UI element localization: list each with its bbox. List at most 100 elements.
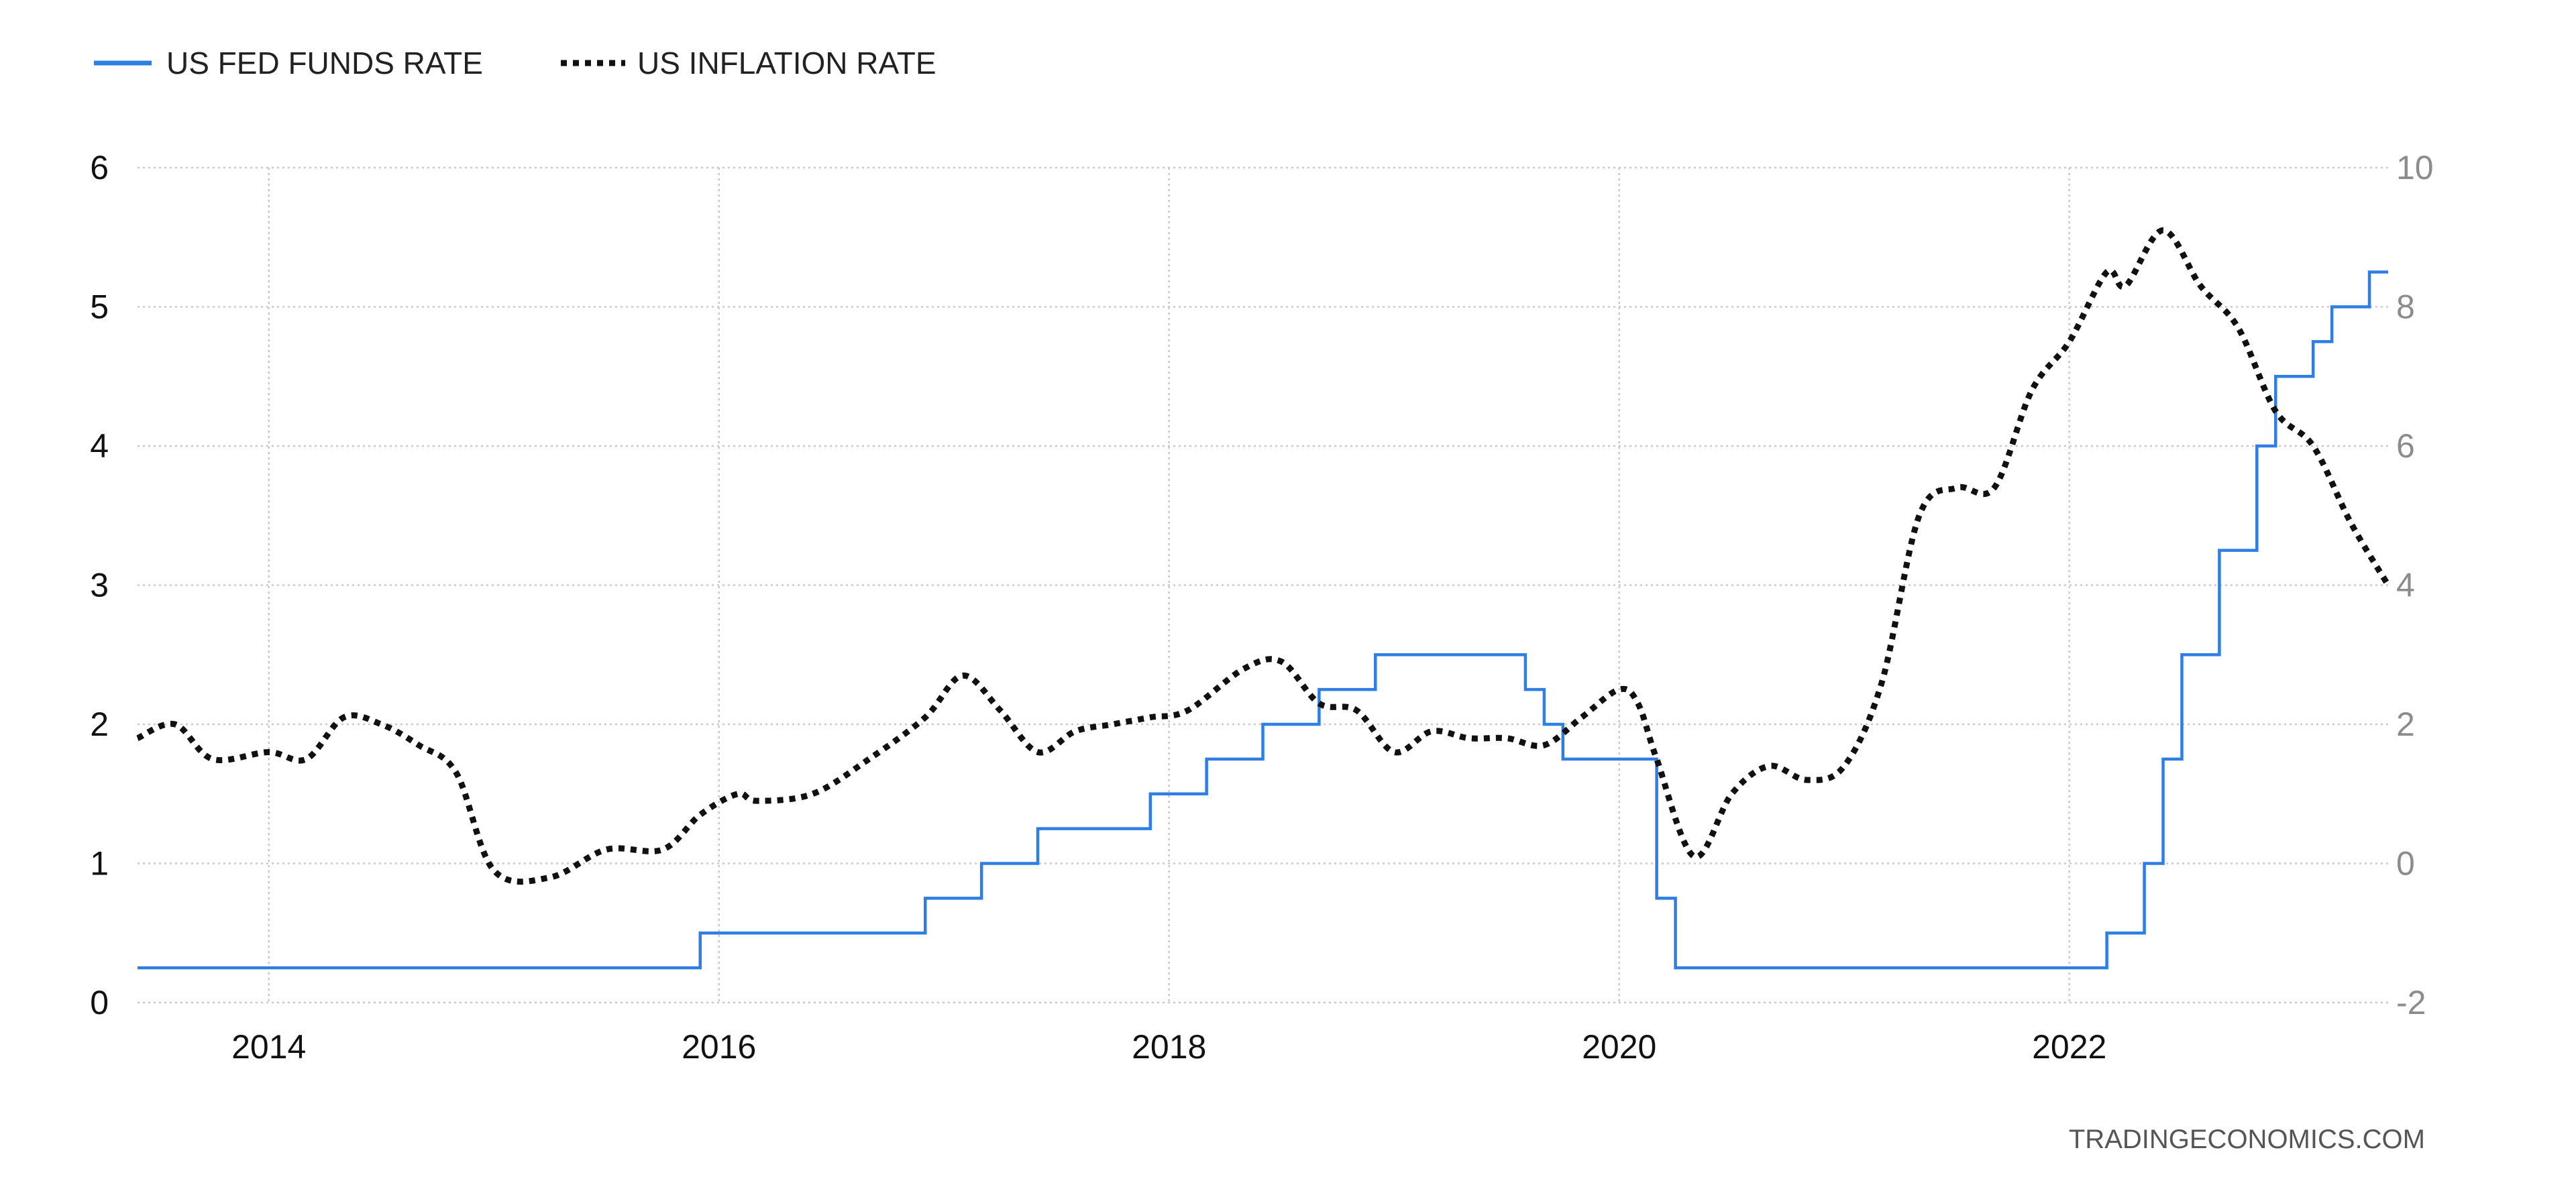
- legend-item-inflation[interactable]: US INFLATION RATE: [561, 46, 936, 80]
- inflation-data-point[interactable]: [809, 790, 817, 798]
- y-axis-left: 0 1 2 3 4 5 6: [90, 149, 109, 1021]
- y-right-tick-label: 0: [2396, 845, 2415, 883]
- fed-funds-data-point[interactable]: [2328, 303, 2336, 311]
- fed-funds-data-point[interactable]: [1034, 825, 1042, 833]
- source-credit[interactable]: TRADINGECONOMICS.COM: [2069, 1125, 2425, 1154]
- inflation-data-point[interactable]: [1727, 790, 1735, 798]
- inflation-data-point[interactable]: [1540, 741, 1548, 749]
- inflation-data-point[interactable]: [734, 790, 742, 798]
- inflation-data-point[interactable]: [340, 714, 348, 722]
- inflation-data-point[interactable]: [1146, 714, 1155, 722]
- inflation-data-point[interactable]: [1071, 727, 1079, 735]
- fed-funds-data-point[interactable]: [1371, 651, 1379, 659]
- inflation-data-point[interactable]: [1109, 720, 1117, 728]
- inflation-data-point[interactable]: [696, 811, 704, 819]
- inflation-data-point[interactable]: [546, 873, 554, 881]
- inflation-data-point[interactable]: [1034, 748, 1042, 756]
- inflation-data-point[interactable]: [171, 720, 179, 728]
- inflation-data-point[interactable]: [1315, 699, 1323, 708]
- inflation-data-point[interactable]: [1184, 706, 1192, 714]
- inflation-data-point[interactable]: [1465, 734, 1473, 742]
- fed-funds-data-point[interactable]: [2215, 547, 2223, 555]
- y-right-tick-label: 4: [2396, 567, 2415, 604]
- legend-item-fed-funds[interactable]: US FED FUNDS RATE: [94, 46, 483, 80]
- inflation-data-point[interactable]: [2234, 324, 2242, 332]
- fed-funds-data-point[interactable]: [1146, 790, 1155, 798]
- inflation-data-point[interactable]: [2028, 386, 2036, 394]
- inflation-data-point[interactable]: [377, 720, 385, 728]
- inflation-data-point[interactable]: [2347, 518, 2355, 526]
- inflation-data-point[interactable]: [209, 755, 217, 763]
- fed-funds-data-point[interactable]: [2178, 651, 2186, 659]
- fed-funds-data-point[interactable]: [2309, 337, 2317, 345]
- inflation-data-point[interactable]: [659, 846, 667, 854]
- inflation-data-point[interactable]: [921, 714, 929, 722]
- fed-funds-data-point[interactable]: [2365, 268, 2373, 276]
- inflation-data-point[interactable]: [2309, 442, 2317, 450]
- x-tick-label: 2022: [2032, 1028, 2106, 1066]
- inflation-data-point[interactable]: [2196, 282, 2204, 290]
- fed-funds-data-point[interactable]: [1315, 685, 1323, 693]
- fed-funds-data-point[interactable]: [1203, 755, 1211, 763]
- inflation-data-point[interactable]: [865, 755, 873, 763]
- inflation-data-point[interactable]: [1878, 679, 1886, 687]
- inflation-data-point[interactable]: [1428, 727, 1436, 735]
- inflation-data-point[interactable]: [996, 706, 1004, 714]
- inflation-data-point[interactable]: [303, 755, 311, 763]
- inflation-data-point[interactable]: [753, 797, 761, 805]
- fed-funds-data-point[interactable]: [1521, 685, 1529, 693]
- inflation-data-point[interactable]: [452, 769, 460, 777]
- fed-funds-data-point[interactable]: [696, 929, 704, 937]
- fed-funds-data-point[interactable]: [2384, 268, 2392, 276]
- inflation-data-point[interactable]: [265, 748, 273, 756]
- y-right-tick-label: 6: [2396, 427, 2415, 465]
- inflation-data-point[interactable]: [2159, 226, 2167, 234]
- fed-funds-data-point[interactable]: [2141, 860, 2149, 868]
- inflation-data-point[interactable]: [1277, 658, 1285, 666]
- inflation-data-point[interactable]: [2384, 581, 2392, 589]
- inflation-data-point[interactable]: [2122, 282, 2130, 290]
- inflation-data-point[interactable]: [133, 734, 142, 742]
- fed-funds-data-point[interactable]: [1540, 720, 1548, 728]
- inflation-data-point[interactable]: [1840, 762, 1848, 770]
- inflation-data-point[interactable]: [1503, 734, 1511, 742]
- series-line-inflation-rate[interactable]: [136, 227, 2391, 885]
- fed-funds-data-point[interactable]: [1559, 755, 1567, 763]
- inflation-data-point[interactable]: [1615, 685, 1623, 693]
- y-right-tick-label: -2: [2396, 984, 2426, 1021]
- inflation-data-point[interactable]: [959, 671, 967, 679]
- fed-funds-data-point[interactable]: [977, 860, 985, 868]
- inflation-data-point[interactable]: [1765, 762, 1773, 770]
- fed-funds-data-point[interactable]: [2103, 929, 2111, 937]
- fed-funds-data-point[interactable]: [2253, 442, 2261, 450]
- inflation-data-point[interactable]: [1690, 852, 1699, 860]
- inflation-data-point[interactable]: [1990, 484, 1998, 492]
- y-left-tick-label: 0: [90, 984, 109, 1021]
- inflation-data-point[interactable]: [2065, 337, 2074, 345]
- inflation-data-point[interactable]: [1803, 776, 1811, 784]
- x-tick-label: 2020: [1582, 1028, 1656, 1066]
- inflation-data-point[interactable]: [1653, 755, 1661, 763]
- inflation-data-point[interactable]: [602, 846, 610, 854]
- fed-funds-data-point[interactable]: [1259, 720, 1267, 728]
- inflation-data-point[interactable]: [1390, 748, 1398, 756]
- inflation-data-point[interactable]: [2271, 407, 2279, 415]
- inflation-data-point[interactable]: [1634, 699, 1642, 708]
- series-line-fed-funds-rate[interactable]: [138, 270, 2388, 970]
- fed-funds-data-point[interactable]: [921, 894, 929, 902]
- inflation-data-point[interactable]: [490, 866, 498, 875]
- legend-label-fed-funds: US FED FUNDS RATE: [166, 46, 483, 80]
- fed-funds-data-point[interactable]: [133, 964, 142, 972]
- inflation-data-point[interactable]: [1915, 512, 1923, 520]
- fed-funds-data-point[interactable]: [1672, 964, 1680, 972]
- y-left-tick-label: 1: [90, 845, 109, 883]
- inflation-data-point[interactable]: [1578, 714, 1586, 722]
- inflation-data-point[interactable]: [1352, 706, 1360, 714]
- fed-funds-data-point[interactable]: [2159, 755, 2167, 763]
- inflation-data-point[interactable]: [415, 741, 423, 749]
- fed-funds-data-point[interactable]: [2271, 372, 2279, 380]
- fed-funds-data-point[interactable]: [1653, 894, 1661, 902]
- inflation-data-point[interactable]: [2103, 268, 2111, 276]
- inflation-data-point[interactable]: [1953, 484, 1961, 492]
- inflation-data-point[interactable]: [1240, 665, 1248, 673]
